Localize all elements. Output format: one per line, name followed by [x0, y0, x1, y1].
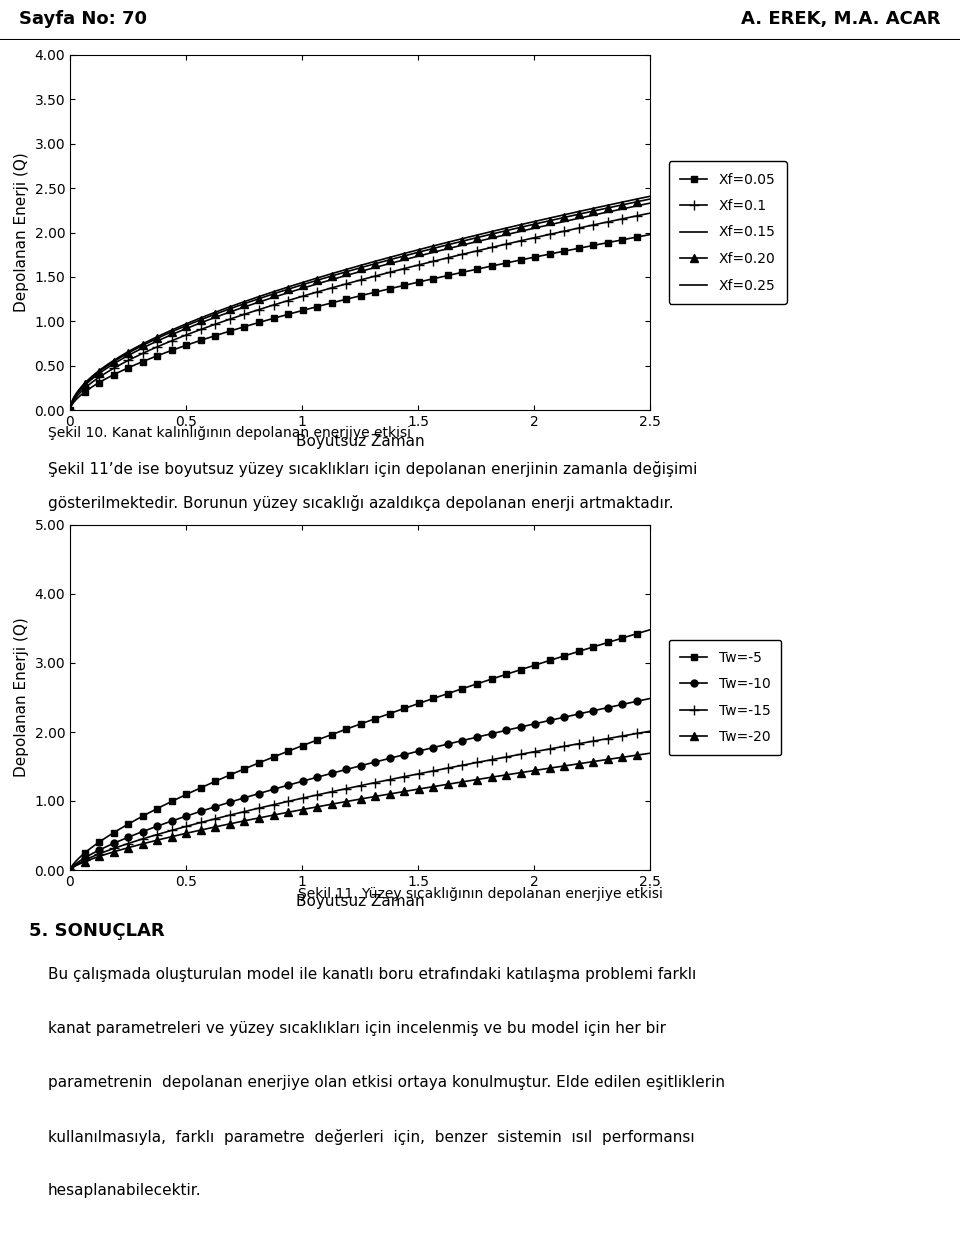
- Xf=0.25: [134, 338, 146, 352]
- Tw=-15: [483, 752, 494, 768]
- Tw=-20: [644, 746, 656, 761]
- Tw=-15: [64, 862, 76, 877]
- Tw=-15: [294, 791, 305, 806]
- Xf=0.05: [486, 259, 497, 274]
- Line: Tw=-5: Tw=-5: [66, 626, 654, 874]
- Text: Şekil 11’de ise boyutsuz yüzey sıcaklıkları için depolanan enerjinin zamanla değ: Şekil 11’de ise boyutsuz yüzey sıcaklıkl…: [48, 461, 697, 478]
- Tw=-15: [253, 800, 265, 815]
- Y-axis label: Depolanan Enerji (Q): Depolanan Enerji (Q): [13, 152, 29, 312]
- Tw=-5: [64, 862, 76, 877]
- Tw=-5: [294, 739, 305, 754]
- Xf=0.05: [64, 402, 76, 418]
- Tw=-15: [134, 832, 146, 848]
- Tw=-20: [294, 802, 305, 818]
- Tw=-10: [486, 726, 497, 741]
- Text: hesaplanabilecektir.: hesaplanabilecektir.: [48, 1182, 202, 1198]
- Xf=0.20: [483, 228, 494, 242]
- Xf=0.1: [64, 402, 76, 418]
- Tw=-10: [253, 786, 265, 801]
- Xf=0.20: [644, 191, 656, 206]
- Tw=-10: [483, 728, 494, 742]
- Text: Şekil 11. Yüzey sıcaklığının depolanan enerjiye etkisi: Şekil 11. Yüzey sıcaklığının depolanan e…: [298, 888, 662, 901]
- Legend: Xf=0.05, Xf=0.1, Xf=0.15, Xf=0.20, Xf=0.25: Xf=0.05, Xf=0.1, Xf=0.15, Xf=0.20, Xf=0.…: [668, 161, 786, 304]
- Xf=0.15: [429, 245, 441, 260]
- Tw=-5: [429, 690, 441, 705]
- Tw=-15: [644, 724, 656, 739]
- Tw=-15: [429, 762, 441, 778]
- Tw=-20: [64, 862, 76, 877]
- Tw=-10: [644, 691, 656, 706]
- Tw=-5: [134, 810, 146, 825]
- Xf=0.25: [483, 225, 494, 240]
- X-axis label: Boyutsuz Zaman: Boyutsuz Zaman: [296, 895, 424, 910]
- Xf=0.05: [483, 259, 494, 274]
- Xf=0.05: [294, 304, 305, 319]
- Tw=-10: [429, 740, 441, 755]
- Text: parametrenin  depolanan enerjiye olan etkisi ortaya konulmuştur. Elde edilen eşi: parametrenin depolanan enerjiye olan etk…: [48, 1075, 725, 1090]
- Text: 5. SONUÇLAR: 5. SONUÇLAR: [29, 922, 164, 940]
- Xf=0.20: [134, 340, 146, 355]
- Xf=0.15: [253, 295, 265, 310]
- Xf=0.1: [294, 290, 305, 305]
- Line: Xf=0.1: Xf=0.1: [65, 209, 655, 415]
- Line: Tw=-15: Tw=-15: [65, 726, 655, 875]
- Text: kanat parametreleri ve yüzey sıcaklıkları için incelenmiş ve bu model için her b: kanat parametreleri ve yüzey sıcaklıklar…: [48, 1021, 666, 1036]
- Xf=0.05: [644, 228, 656, 242]
- Tw=-5: [253, 755, 265, 770]
- Tw=-5: [644, 622, 656, 638]
- Tw=-10: [64, 862, 76, 877]
- Line: Xf=0.25: Xf=0.25: [70, 196, 650, 410]
- Xf=0.25: [253, 289, 265, 304]
- Xf=0.15: [644, 196, 656, 211]
- Text: A. EREK, M.A. ACAR: A. EREK, M.A. ACAR: [741, 10, 941, 27]
- Tw=-10: [134, 825, 146, 840]
- Tw=-20: [486, 770, 497, 785]
- Tw=-5: [483, 672, 494, 688]
- Xf=0.05: [429, 271, 441, 286]
- Tw=-20: [134, 838, 146, 852]
- Xf=0.20: [253, 291, 265, 306]
- Xf=0.20: [294, 278, 305, 292]
- Line: Tw=-20: Tw=-20: [66, 749, 654, 874]
- Xf=0.15: [134, 342, 146, 357]
- Xf=0.1: [486, 240, 497, 255]
- Xf=0.05: [134, 355, 146, 370]
- Text: Sayfa No: 70: Sayfa No: 70: [19, 10, 147, 27]
- Text: gösterilmektedir. Borunun yüzey sıcaklığı azaldıkça depolanan enerji artmaktadır: gösterilmektedir. Borunun yüzey sıcaklığ…: [48, 495, 674, 511]
- Xf=0.1: [429, 254, 441, 269]
- Line: Xf=0.05: Xf=0.05: [66, 231, 654, 414]
- Xf=0.25: [64, 402, 76, 418]
- Tw=-20: [483, 770, 494, 785]
- Y-axis label: Depolanan Enerji (Q): Depolanan Enerji (Q): [13, 618, 29, 778]
- Xf=0.1: [644, 206, 656, 221]
- Xf=0.1: [253, 302, 265, 318]
- Legend: Tw=-5, Tw=-10, Tw=-15, Tw=-20: Tw=-5, Tw=-10, Tw=-15, Tw=-20: [668, 640, 781, 755]
- Xf=0.15: [64, 402, 76, 418]
- Text: kullanılmasıyla,  farklı  parametre  değerleri  için,  benzer  sistemin  ısıl  p: kullanılmasıyla, farklı parametre değerl…: [48, 1129, 695, 1145]
- Tw=-20: [429, 779, 441, 794]
- Xf=0.25: [644, 189, 656, 204]
- Xf=0.25: [486, 224, 497, 239]
- Xf=0.20: [64, 402, 76, 418]
- Xf=0.25: [429, 238, 441, 252]
- Tw=-10: [294, 775, 305, 790]
- Tw=-15: [486, 752, 497, 768]
- Text: Şekil 10. Kanat kalınlığının depolanan enerjiye etkisi: Şekil 10. Kanat kalınlığının depolanan e…: [48, 425, 411, 440]
- Line: Tw=-10: Tw=-10: [66, 695, 654, 874]
- Tw=-20: [253, 810, 265, 825]
- Xf=0.1: [134, 348, 146, 362]
- Xf=0.05: [253, 315, 265, 330]
- Text: Bu çalışmada oluşturulan model ile kanatlı boru etrafındaki katılaşma problemi f: Bu çalışmada oluşturulan model ile kanat…: [48, 966, 696, 981]
- Xf=0.15: [294, 281, 305, 296]
- Xf=0.1: [483, 240, 494, 255]
- Xf=0.25: [294, 276, 305, 291]
- Xf=0.15: [486, 230, 497, 245]
- Xf=0.20: [429, 240, 441, 255]
- Xf=0.20: [486, 226, 497, 241]
- Xf=0.15: [483, 231, 494, 246]
- X-axis label: Boyutsuz Zaman: Boyutsuz Zaman: [296, 435, 424, 450]
- Line: Xf=0.20: Xf=0.20: [66, 195, 654, 414]
- Tw=-5: [486, 671, 497, 686]
- Line: Xf=0.15: Xf=0.15: [70, 204, 650, 410]
